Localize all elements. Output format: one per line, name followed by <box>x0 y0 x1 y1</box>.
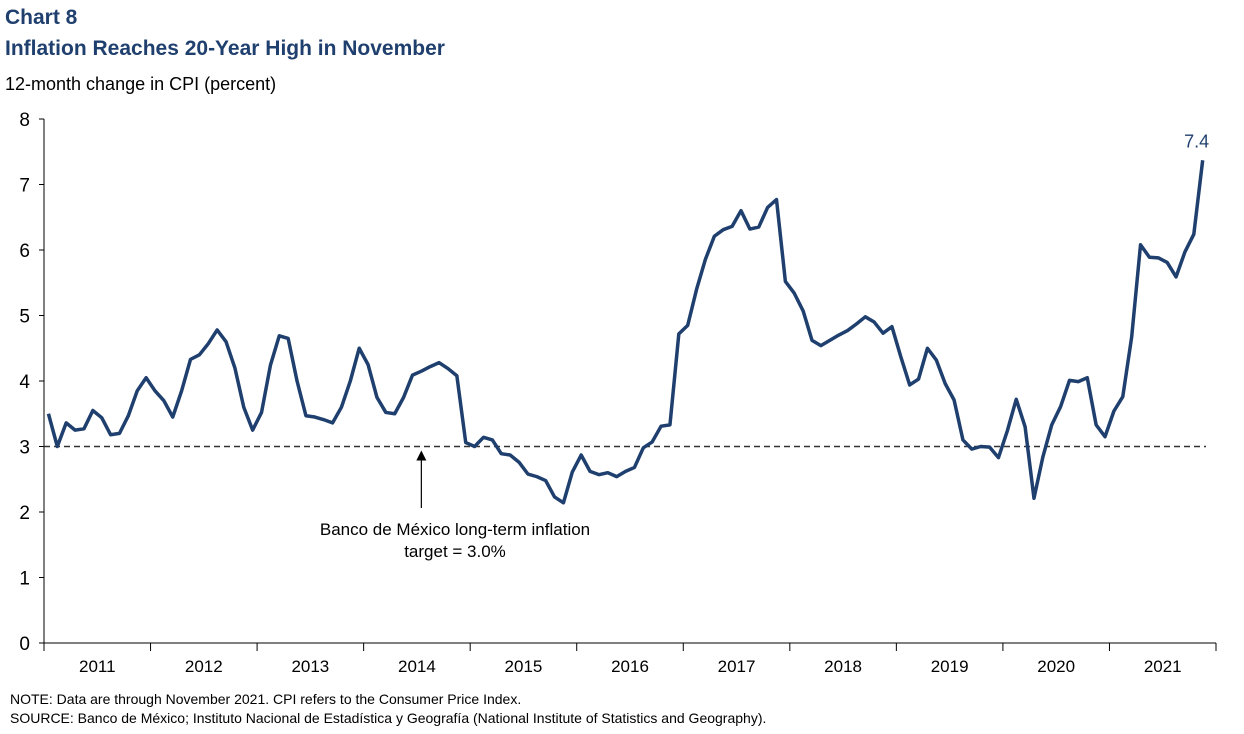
annotation-text-line1: Banco de México long-term inflation <box>320 520 590 539</box>
x-tick-label: 2016 <box>611 657 649 676</box>
chart-number: Chart 8 <box>5 6 78 29</box>
x-axis: 2011 2012 2013 2014 2015 2016 2017 2018 2019 2020… <box>43 642 1217 676</box>
last-value-label: 7.4 <box>1184 131 1209 151</box>
x-tick-label: 2017 <box>718 657 756 676</box>
series-line-cpi <box>46 160 1205 505</box>
x-tick-label: 2011 <box>79 657 116 676</box>
y-tick-label: 6 <box>19 241 30 262</box>
y-tick-label: 7 <box>19 176 30 197</box>
arrow-head-icon <box>416 450 427 461</box>
y-tick-label: 8 <box>19 110 30 131</box>
x-tick-label: 2012 <box>185 657 223 676</box>
x-tick-label: 2013 <box>291 657 329 676</box>
y-tick-label: 4 <box>19 372 30 393</box>
y-tick-label: 2 <box>19 503 30 524</box>
y-tick-label: 5 <box>19 307 30 328</box>
x-tick-label: 2018 <box>824 657 862 676</box>
y-tick-label: 0 <box>19 634 30 655</box>
x-tick-label: 2019 <box>931 657 969 676</box>
y-axis: 0 1 2 3 4 5 6 7 8 <box>19 110 45 655</box>
chart-title: Inflation Reaches 20-Year High in Novemb… <box>5 37 445 60</box>
annotation-text-line2: target = 3.0% <box>404 542 506 561</box>
x-tick-label: 2015 <box>505 657 543 676</box>
x-tick-label: 2014 <box>398 657 436 676</box>
x-tick-label: 2021 <box>1144 657 1182 676</box>
target-annotation: Banco de México long-term inflation targ… <box>320 450 590 561</box>
footnote-note: NOTE: Data are through November 2021. CP… <box>10 691 522 707</box>
y-tick-label: 1 <box>19 569 30 590</box>
x-tick-label: 2020 <box>1037 657 1075 676</box>
footnote-source: SOURCE: Banco de México; Instituto Nacio… <box>10 710 767 726</box>
units-label: 12-month change in CPI (percent) <box>5 74 277 94</box>
y-tick-label: 3 <box>19 438 30 459</box>
